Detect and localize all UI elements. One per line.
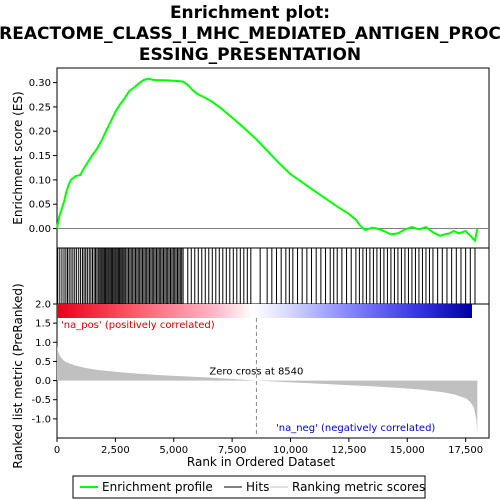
x-tick-label: 10,000: [273, 445, 308, 456]
x-tick-label: 0: [54, 445, 60, 456]
ranking-y-axis-label: Ranked list metric (PreRanked): [11, 283, 25, 468]
ranking-y-tick-label: 1.5: [35, 319, 51, 330]
es-y-axis: 0.00 0.05 0.10 0.15 0.20 0.25 0.30: [29, 78, 57, 235]
chart-title-line-3: ESSING_PRESENTATION: [139, 45, 361, 65]
ranking-y-tick-label: -1.0: [31, 414, 51, 425]
x-axis-label: Rank in Ordered Dataset: [187, 455, 335, 469]
legend-entry-enrichment-profile: Enrichment profile: [102, 480, 213, 494]
es-y-tick-label: 0.00: [29, 224, 51, 235]
x-tick-label: 12,500: [331, 445, 366, 456]
ranking-y-tick-label: 2.0: [35, 300, 51, 311]
x-tick-label: 15,000: [390, 445, 425, 456]
legend-entry-hits: Hits: [246, 480, 269, 494]
ranking-y-tick-label: -0.5: [31, 395, 51, 406]
negative-correlation-label: 'na_neg' (negatively correlated): [276, 423, 435, 434]
es-y-tick-label: 0.10: [29, 175, 51, 186]
legend-entry-ranking-metric-scores: Ranking metric scores: [292, 480, 425, 494]
ranking-y-tick-label: 0.0: [35, 376, 51, 387]
es-y-axis-label: Enrichment score (ES): [11, 91, 25, 224]
ranking-y-tick-label: 1.0: [35, 338, 51, 349]
ranking-metric-area: [57, 346, 478, 433]
chart-title-line-1: Enrichment plot:: [170, 3, 330, 23]
rank-colorbar: [57, 304, 472, 318]
es-y-tick-label: 0.30: [29, 78, 51, 89]
chart-title-line-2: REACTOME_CLASS_I_MHC_MEDIATED_ANTIGEN_PR…: [0, 24, 500, 44]
ranking-y-axis: -1.0 -0.5 0.0 0.5 1.0 1.5 2.0: [31, 300, 57, 425]
x-tick-label: 7,500: [218, 445, 247, 456]
es-y-tick-label: 0.25: [29, 102, 51, 113]
x-tick-label: 5,000: [159, 445, 188, 456]
zero-cross-label: Zero cross at 8540: [209, 367, 303, 378]
hits-markers: [57, 248, 476, 304]
es-y-tick-label: 0.05: [29, 200, 51, 211]
es-y-tick-label: 0.20: [29, 127, 51, 138]
es-y-tick-label: 0.15: [29, 151, 51, 162]
legend-box: [72, 475, 426, 499]
enrichment-profile-line: [56, 77, 479, 243]
positive-correlation-label: 'na_pos' (positively correlated): [61, 320, 215, 331]
x-axis: 0 2,500 5,000 7,500 10,000 12,500 15,000 17,500: [54, 438, 483, 456]
x-tick-label: 2,500: [101, 445, 130, 456]
x-tick-label: 17,500: [448, 445, 483, 456]
ranking-y-tick-label: 0.5: [35, 357, 51, 368]
